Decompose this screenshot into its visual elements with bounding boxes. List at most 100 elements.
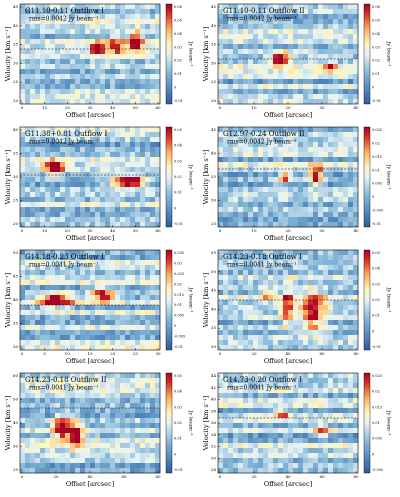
heatmap-cell	[65, 167, 71, 173]
heatmap-cell	[308, 448, 314, 454]
heatmap-cell	[75, 265, 81, 271]
heatmap-cell	[75, 388, 81, 394]
heatmap-cell	[80, 137, 86, 143]
heatmap-cell	[115, 137, 121, 143]
heatmap-cell	[268, 147, 274, 153]
heatmap-cell	[155, 64, 161, 70]
heatmap-cell	[298, 222, 304, 228]
heatmap-cell	[70, 383, 76, 389]
heatmap-cell	[135, 4, 141, 10]
heatmap-cell	[218, 4, 224, 10]
x-tick-label: 30	[87, 228, 93, 233]
heatmap-cell	[268, 177, 274, 183]
heatmap-cell	[243, 335, 249, 341]
heatmap-cell	[238, 152, 244, 158]
heatmap-cell	[25, 59, 31, 65]
heatmap-cell	[60, 29, 66, 35]
heatmap-cell	[313, 408, 319, 414]
heatmap-cell	[45, 393, 51, 399]
heatmap-cell	[20, 19, 26, 25]
heatmap-cell	[135, 433, 141, 439]
heatmap-cell	[308, 127, 314, 133]
heatmap-cell	[95, 270, 101, 276]
heatmap-cell	[318, 270, 324, 276]
y-tick-label: 35	[13, 321, 19, 326]
heatmap-cell	[263, 192, 269, 198]
heatmap-cell	[248, 295, 254, 301]
heatmap-cell	[80, 290, 86, 296]
heatmap-cell	[95, 458, 101, 464]
heatmap-cell	[125, 463, 131, 469]
heatmap-cell	[100, 157, 106, 163]
heatmap-cell	[110, 443, 116, 449]
heatmap-cell	[45, 217, 51, 223]
heatmap-cell	[135, 137, 141, 143]
heatmap-cell	[293, 300, 299, 306]
heatmap-cell	[248, 280, 254, 286]
heatmap-cell	[50, 378, 56, 384]
heatmap-cell	[228, 260, 234, 266]
heatmap-cell	[20, 285, 26, 291]
heatmap-cell	[283, 285, 289, 291]
heatmap-cell	[218, 152, 224, 158]
heatmap-cell	[228, 19, 234, 25]
colorbar-tick-label: 0.03	[174, 405, 182, 409]
heatmap-cell	[223, 207, 229, 213]
heatmap-cell	[115, 187, 121, 193]
heatmap-cell	[293, 64, 299, 70]
heatmap-cell	[135, 285, 141, 291]
heatmap-cell	[120, 217, 126, 223]
heatmap-cell	[140, 207, 146, 213]
heatmap-cell	[155, 330, 161, 336]
heatmap-cell	[65, 59, 71, 65]
heatmap-cell	[238, 142, 244, 148]
heatmap-cell	[338, 295, 344, 301]
heatmap-cell	[110, 345, 116, 351]
heatmap-cell	[228, 222, 234, 228]
heatmap-cell	[233, 74, 239, 80]
heatmap-cell	[85, 388, 91, 394]
heatmap-cell	[228, 54, 234, 60]
heatmap-cell	[343, 373, 349, 379]
heatmap-cell	[298, 295, 304, 301]
heatmap-cell	[145, 453, 151, 459]
heatmap-cell	[70, 94, 76, 100]
heatmap-cell	[353, 34, 359, 40]
heatmap-cell	[40, 69, 46, 75]
heatmap-cell	[313, 84, 319, 90]
heatmap-cell	[155, 378, 161, 384]
heatmap-cell	[40, 260, 46, 266]
heatmap-cell	[135, 393, 141, 399]
heatmap-cell	[70, 69, 76, 75]
heatmap-cell	[115, 24, 121, 30]
heatmap-cell	[120, 325, 126, 331]
heatmap-cell	[35, 69, 41, 75]
heatmap-cell	[308, 280, 314, 286]
heatmap-cell	[288, 59, 294, 65]
heatmap-cell	[288, 468, 294, 474]
heatmap-cell	[353, 187, 359, 193]
heatmap-cell	[343, 212, 349, 218]
heatmap-cell	[55, 202, 61, 208]
colorbar-label: Jy beam⁻¹	[188, 410, 194, 436]
heatmap-cell	[233, 275, 239, 281]
heatmap-cell	[258, 202, 264, 208]
heatmap-cell	[293, 453, 299, 459]
x-tick-label: 80	[155, 474, 161, 479]
heatmap-cell	[75, 255, 81, 261]
heatmap-cell	[258, 433, 264, 439]
heatmap-cell	[105, 373, 111, 379]
heatmap-cell	[25, 137, 31, 143]
heatmap-cell	[343, 443, 349, 449]
heatmap-cell	[283, 320, 289, 326]
heatmap-cell	[75, 29, 81, 35]
heatmap-cell	[100, 24, 106, 30]
heatmap-cell	[268, 270, 274, 276]
heatmap-cell	[348, 458, 354, 464]
heatmap-cell	[20, 433, 26, 439]
heatmap-cell	[223, 315, 229, 321]
x-tick-label: 60	[155, 228, 161, 233]
heatmap-cell	[228, 423, 234, 429]
heatmap-cell	[263, 99, 269, 105]
heatmap-cell	[343, 305, 349, 311]
